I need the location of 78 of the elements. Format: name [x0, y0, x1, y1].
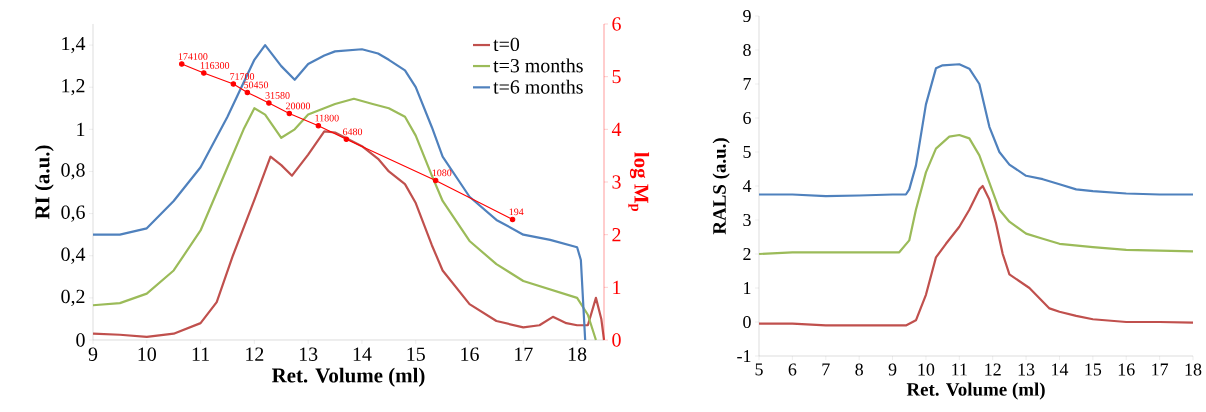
y-axis-title: RI (a.u.) [34, 145, 54, 220]
point [244, 89, 251, 96]
y2-tick-label: 6 [612, 17, 621, 31]
y-tick-label: 5 [743, 146, 751, 158]
annotation: 1080 [432, 169, 452, 177]
x-tick-label: 12 [246, 347, 264, 361]
x-tick-label: 18 [1185, 363, 1202, 376]
annotation: 174100 [178, 53, 208, 60]
annotation: 50450 [244, 81, 269, 89]
y-tick-label: 0 [743, 315, 751, 329]
y-tick-label: -1 [737, 350, 751, 362]
x-tick-label: 15 [1085, 363, 1102, 376]
point [432, 177, 439, 184]
y-tick-label: 4 [742, 180, 752, 192]
y-tick-label: 2 [743, 248, 751, 260]
y-tick-label: 6 [743, 111, 751, 125]
x-tick-label: 10 [918, 363, 935, 376]
x-tick-label: 15 [407, 347, 425, 361]
point [343, 136, 350, 143]
legend-label: t=0 [493, 37, 520, 52]
y-tick-label: 1,2 [62, 79, 85, 96]
y2-tick-label: 2 [612, 228, 621, 242]
y2-axis-title: log M$_{p}$ [628, 152, 650, 212]
annotation: 6480 [342, 128, 363, 136]
x-tick-label: 9 [888, 363, 897, 376]
y2-tick-label: 0 [612, 333, 621, 347]
x-tick-label: 11 [192, 347, 209, 361]
y-tick-label: 3 [743, 213, 751, 227]
x-tick-label: 11 [952, 363, 967, 376]
y-tick-label: 7 [743, 78, 751, 90]
x-axis-title: Ret. Volume (ml) [906, 382, 1045, 400]
x-tick-label: 6 [788, 363, 797, 376]
annotation: 20000 [285, 102, 311, 110]
legend-label: t=6 months [493, 79, 583, 94]
x-tick-label: 10 [138, 347, 156, 361]
x-tick-label: 18 [568, 347, 587, 361]
y-tick-label: 1,4 [62, 36, 86, 54]
y-tick-label: 1 [744, 282, 751, 294]
line-series [757, 63, 1195, 198]
y2-tick-label: 1 [613, 280, 621, 294]
point [509, 216, 516, 223]
y-tick-label: 0,6 [61, 205, 85, 222]
point [201, 70, 207, 76]
x-tick-label: 13 [299, 347, 318, 361]
annotation: 116300 [200, 62, 230, 69]
annotation: 194 [509, 208, 524, 216]
legend-label: t=3 months [493, 58, 583, 73]
y2-tick-label: 3 [612, 175, 621, 189]
x-tick-label: 16 [1118, 363, 1135, 376]
y-tick-label: 0,2 [61, 289, 85, 307]
point [286, 110, 293, 117]
y-tick-label: 0,8 [61, 163, 85, 180]
annotation: 31580 [265, 92, 290, 99]
y2-tick-label: 5 [612, 70, 621, 84]
x-tick-label: 9 [88, 347, 98, 361]
y-tick-label: 9 [743, 9, 751, 23]
point [315, 122, 322, 129]
y-tick-label: 0 [76, 333, 85, 347]
x-tick-label: 16 [461, 347, 479, 361]
y-tick-label: 1 [77, 122, 85, 136]
point [266, 100, 272, 106]
y-axis-title: RALS (a.u.) [712, 138, 730, 235]
y-tick-label: 0,4 [61, 247, 86, 264]
x-tick-label: 13 [1018, 363, 1035, 376]
x-tick-label: 12 [985, 363, 1001, 376]
point [230, 81, 237, 87]
y2-tick-label: 4 [611, 122, 622, 136]
x-tick-label: 5 [755, 363, 763, 376]
x-tick-label: 14 [1052, 363, 1069, 376]
x-tick-label: 7 [822, 363, 830, 376]
x-tick-label: 17 [1152, 363, 1169, 376]
y-tick-label: 8 [743, 43, 751, 57]
x-tick-label: 8 [855, 363, 863, 376]
x-axis-title: Ret. Volume (ml) [271, 367, 425, 387]
annotation: 11800 [315, 114, 339, 122]
point [179, 61, 185, 67]
x-tick-label: 14 [353, 347, 372, 361]
x-tick-label: 17 [515, 347, 533, 361]
